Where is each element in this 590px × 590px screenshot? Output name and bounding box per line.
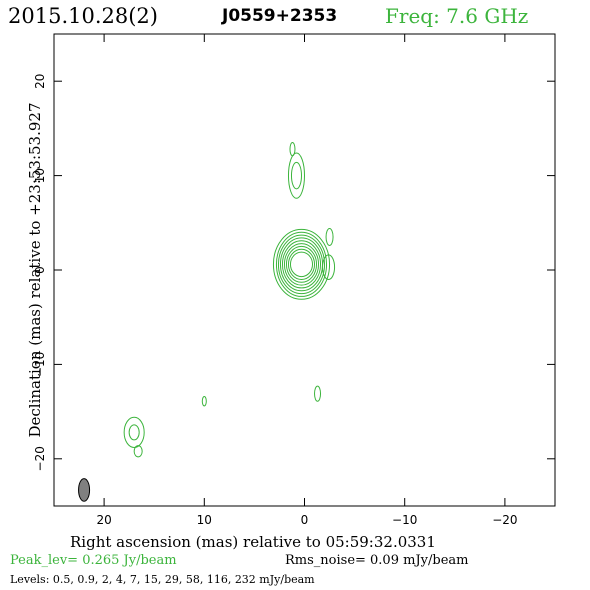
contour-line	[287, 248, 316, 280]
y-tick-label: 0	[33, 266, 47, 274]
x-tick-label: 10	[197, 513, 212, 527]
contour-line	[314, 385, 322, 402]
contour-line	[123, 416, 145, 448]
contour-line	[128, 424, 140, 441]
contour-line	[277, 234, 326, 295]
x-tick-label: −20	[492, 513, 517, 527]
observation-date: 2015.10.28(2)	[8, 4, 158, 28]
contour-line	[272, 228, 331, 300]
y-tick-label: 20	[33, 74, 47, 89]
y-axis-label: Declination (mas) relative to +23:53:53.…	[26, 102, 44, 437]
contour-line	[133, 445, 143, 458]
contour-line	[322, 254, 336, 280]
contour-line	[290, 161, 302, 190]
contour-line	[287, 152, 306, 199]
frequency-label: Freq: 7.6 GHz	[385, 4, 529, 28]
contour-line	[289, 142, 296, 157]
x-tick-label: −10	[392, 513, 417, 527]
rms-noise: Rms_noise= 0.09 mJy/beam	[285, 553, 469, 568]
y-tick-label: −10	[33, 352, 47, 377]
source-name: J0559+2353	[222, 6, 338, 26]
contour-line	[275, 231, 328, 297]
y-tick-label: −20	[33, 446, 47, 471]
x-tick-label: 20	[96, 513, 111, 527]
contour-line	[325, 227, 334, 246]
peak-level: Peak_lev= 0.265 Jy/beam	[10, 553, 177, 568]
beam-ellipse	[78, 478, 91, 502]
contour-line	[283, 243, 320, 286]
contour-lines	[78, 142, 336, 502]
x-tick-label: 0	[301, 513, 309, 527]
axis-ticks: 20 10 0 −10 −20 20 10 0 −10 −20	[33, 34, 555, 527]
contour-line	[285, 245, 318, 283]
x-axis-label: Right ascension (mas) relative to 05:59:…	[70, 533, 436, 551]
contour-levels: Levels: 0.5, 0.9, 2, 4, 7, 15, 29, 58, 1…	[10, 573, 315, 586]
y-tick-label: 10	[33, 168, 47, 183]
contour-line	[201, 395, 207, 407]
contour-line	[281, 240, 322, 289]
contour-line	[289, 251, 314, 278]
